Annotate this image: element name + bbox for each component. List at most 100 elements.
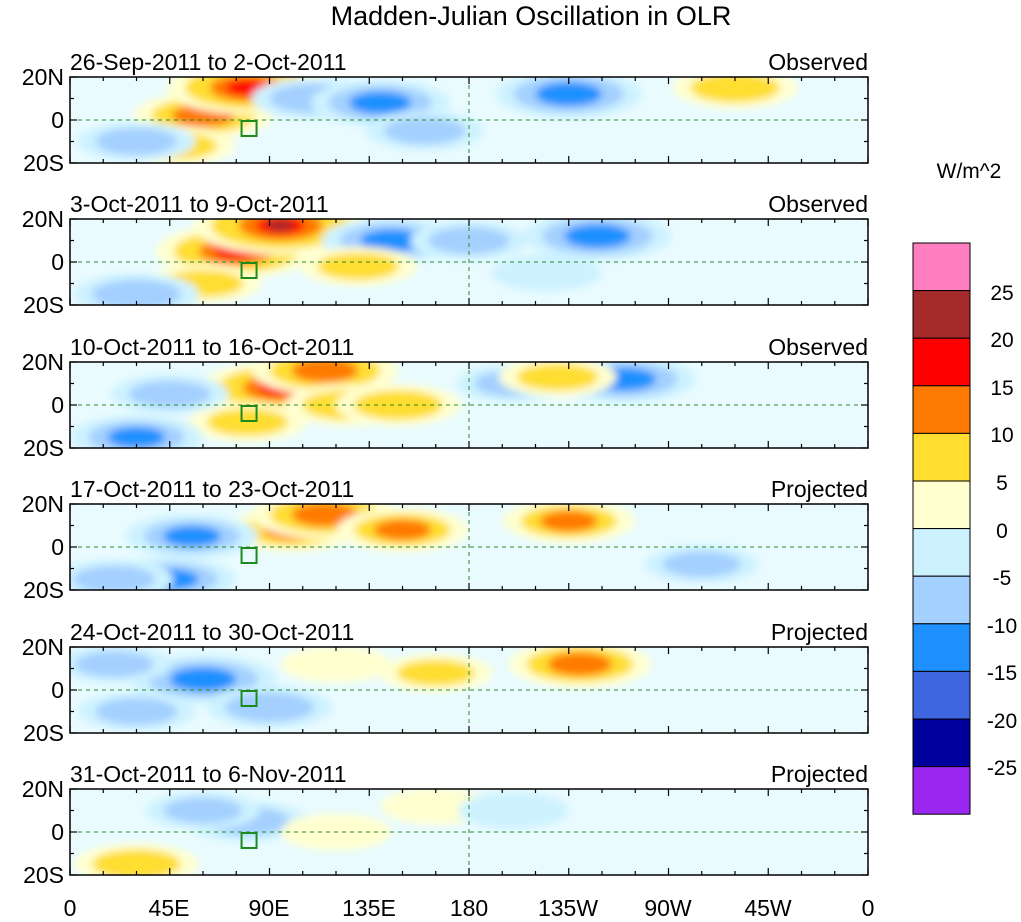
colorbar-label: 10 <box>990 424 1013 447</box>
x-tick-label: 90W <box>644 895 692 921</box>
y-tick-label: 0 <box>51 249 64 275</box>
x-tick-label: 135W <box>538 895 598 921</box>
colorbar-label: 20 <box>990 329 1013 352</box>
panel-date-range: 26-Sep-2011 to 2-Oct-2011 <box>70 49 347 75</box>
colorbar-label: -10 <box>987 615 1017 638</box>
anomaly-blob <box>690 77 780 103</box>
y-tick-label: 20S <box>23 862 64 888</box>
olr-field <box>70 504 759 590</box>
y-tick-label: 0 <box>51 392 64 418</box>
colorbar-swatch <box>912 242 971 292</box>
x-axis: 0 45E 90E 135E 180 135W 90W 45W 0 <box>64 895 875 921</box>
anomaly-blob <box>128 380 211 408</box>
panel-type-label: Observed <box>768 334 868 360</box>
colorbar-boxes <box>912 242 971 815</box>
figure-title: Madden-Julian Oscillation in OLR <box>331 1 732 31</box>
colorbar-label: 0 <box>996 520 1008 543</box>
anomaly-blob <box>317 252 399 280</box>
map-panel: 20N 0 20S 31-Oct-2011 to 6-Nov-2011 Projecte… <box>22 761 869 888</box>
anomaly-halo <box>458 792 569 829</box>
reference-box <box>240 405 258 422</box>
anomaly-blob <box>164 797 242 824</box>
colorbar-swatch <box>912 623 971 672</box>
map-panel: 20N 0 20S 24-Oct-2011 to 30-Oct-2011 Project… <box>22 619 869 746</box>
reference-box <box>240 262 258 279</box>
panel-date-range: 31-Oct-2011 to 6-Nov-2011 <box>70 761 347 787</box>
olr-field <box>77 77 798 163</box>
anomaly-blob <box>95 697 178 726</box>
reference-box <box>240 832 258 849</box>
anomaly-core <box>535 82 602 107</box>
colorbar-label: 5 <box>996 472 1008 495</box>
anomaly-halo <box>280 647 392 683</box>
colorbar-swatch <box>912 432 971 482</box>
anomaly-blob <box>516 363 599 391</box>
anomaly-core <box>169 667 237 692</box>
y-tick-label: 20S <box>23 720 64 746</box>
y-tick-label: 0 <box>51 107 64 133</box>
panel-type-label: Observed <box>768 191 868 217</box>
anomaly-core <box>291 362 359 383</box>
anomaly-core <box>291 504 359 527</box>
y-tick-label: 20N <box>22 634 64 660</box>
y-tick-label: 20S <box>23 577 64 603</box>
y-tick-label: 0 <box>51 534 64 560</box>
colorbar-swatch <box>912 337 971 387</box>
colorbar-label: -5 <box>993 567 1012 590</box>
anomaly-core <box>349 91 412 114</box>
reference-box <box>240 120 258 137</box>
panel-date-range: 24-Oct-2011 to 30-Oct-2011 <box>70 619 354 645</box>
map-panel: 20N 0 20S 3-Oct-2011 to 9-Oct-2011 Observed <box>22 191 869 318</box>
anomaly-core <box>539 510 598 532</box>
colorbar-swatch <box>912 290 971 339</box>
y-tick-label: 20S <box>23 150 64 176</box>
anomaly-blob <box>95 127 178 156</box>
reference-box <box>240 547 258 564</box>
anomaly-blob <box>75 651 154 678</box>
x-tick-label: 0 <box>64 895 77 921</box>
map-panel: 20N 0 20S 10-Oct-2011 to 16-Oct-2011 Observe… <box>22 334 869 461</box>
anomaly-blob <box>73 565 156 590</box>
reference-box <box>240 690 258 707</box>
olr-field <box>74 219 671 305</box>
map-panels: 20N 0 20S 26-Sep-2011 to 2-Oct-2011 Observed… <box>22 49 869 888</box>
x-tick-label: 135E <box>342 895 396 921</box>
anomaly-blob <box>92 849 181 875</box>
anomaly-blob <box>662 551 741 578</box>
anomaly-max <box>266 219 295 232</box>
panel-type-label: Projected <box>771 619 868 645</box>
x-tick-label: 180 <box>450 895 488 921</box>
panel-type-label: Projected <box>771 761 868 787</box>
x-tick-label: 45W <box>744 895 792 921</box>
colorbar-swatch <box>912 528 971 577</box>
colorbar-swatch <box>912 385 971 434</box>
y-tick-label: 20N <box>22 776 64 802</box>
anomaly-blob <box>428 226 510 255</box>
panel-date-range: 10-Oct-2011 to 16-Oct-2011 <box>70 334 354 360</box>
y-tick-label: 20S <box>23 435 64 461</box>
colorbar-swatch <box>912 766 971 815</box>
panel-date-range: 3-Oct-2011 to 9-Oct-2011 <box>70 191 329 217</box>
colorbar-label: -25 <box>987 757 1017 780</box>
map-panel: 20N 0 20S 17-Oct-2011 to 23-Oct-2011 Project… <box>22 476 869 603</box>
colorbar-label: 15 <box>990 377 1013 400</box>
colorbar-units: W/m^2 <box>937 160 1002 183</box>
y-tick-label: 20S <box>23 292 64 318</box>
colorbar-swatch <box>912 670 971 720</box>
panel-type-label: Projected <box>771 476 868 502</box>
anomaly-blob <box>92 279 181 305</box>
x-tick-label: 45E <box>149 895 190 921</box>
olr-field <box>74 789 569 875</box>
anomaly-blob <box>225 692 314 722</box>
x-tick-label: 0 <box>862 895 875 921</box>
panel-type-label: Observed <box>768 49 868 75</box>
anomaly-core <box>163 525 221 547</box>
y-tick-label: 20N <box>22 349 64 375</box>
y-tick-label: 20N <box>22 491 64 517</box>
panel-date-range: 17-Oct-2011 to 23-Oct-2011 <box>70 476 354 502</box>
anomaly-core <box>547 652 612 676</box>
anomaly-core <box>107 426 166 448</box>
y-tick-label: 0 <box>51 819 64 845</box>
y-tick-label: 20N <box>22 64 64 90</box>
anomaly-core <box>564 224 631 249</box>
